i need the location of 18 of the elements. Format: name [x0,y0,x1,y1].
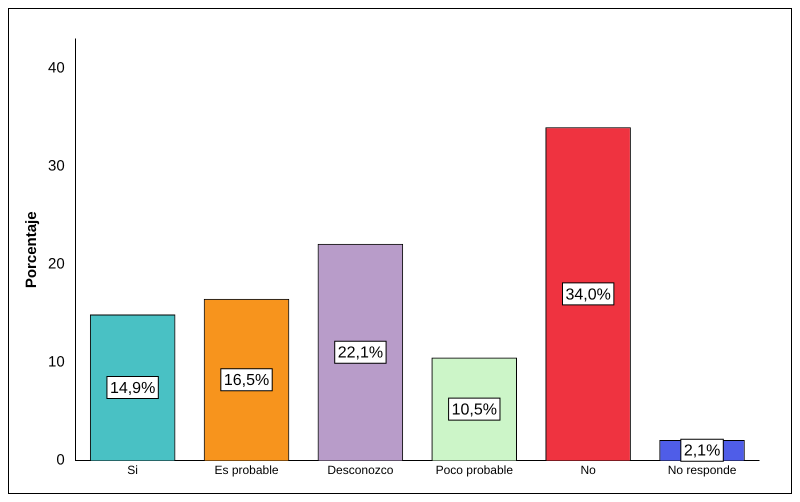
x-tick-label: No responde [668,463,737,478]
x-tick-label: Poco probable [436,463,514,478]
x-tick-label: No [580,463,596,478]
y-tick-label: 10 [48,354,65,371]
data-label: 22,1% [338,344,384,362]
data-label: 10,5% [452,402,497,419]
data-label: 2,1% [684,442,720,460]
y-tick-label: 40 [48,60,65,77]
x-tick-label: Es probable [214,463,279,478]
y-tick-label: 30 [48,158,65,175]
x-tick-label: Si [127,463,138,478]
x-tick-label: Desconozco [327,463,394,478]
data-label: 16,5% [224,372,270,390]
y-tick-label: 20 [48,256,65,273]
y-axis-title: Porcentaje [23,211,40,288]
data-label: 34,0% [565,286,611,304]
y-tick-label: 0 [56,452,65,469]
data-label: 14,9% [110,380,156,397]
